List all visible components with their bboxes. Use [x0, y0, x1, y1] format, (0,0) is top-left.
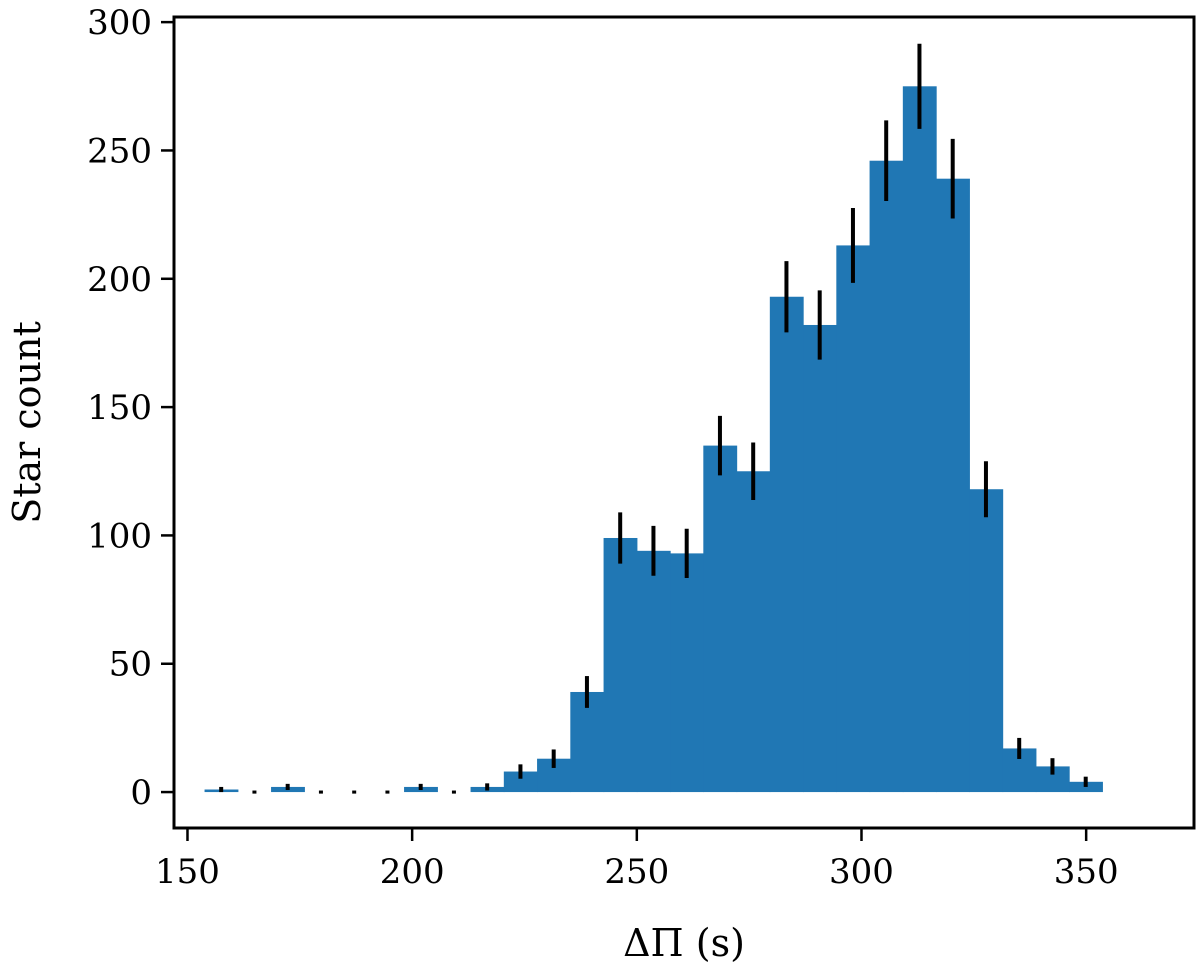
bar-14 [670, 553, 704, 793]
x-axis-ticks: 150 200 250 300 350 [155, 828, 1119, 892]
x-tick-label-250: 250 [604, 852, 669, 892]
bar-22 [936, 178, 970, 793]
bar-23 [969, 489, 1004, 793]
y-tick-label-200: 200 [87, 260, 152, 300]
x-tick-label-150: 150 [155, 852, 220, 892]
bar-20 [869, 160, 904, 793]
bar-12 [603, 537, 638, 793]
bar-16 [736, 471, 771, 793]
bar-19 [836, 245, 871, 793]
bar-17 [769, 296, 804, 793]
error-bars [219, 43, 1088, 794]
bar-13 [636, 550, 671, 793]
y-tick-label-50: 50 [109, 645, 152, 685]
y-axis-ticks: 0 50 100 150 200 250 300 [87, 3, 174, 813]
y-tick-label-100: 100 [87, 516, 152, 556]
y-tick-label-0: 0 [130, 773, 152, 813]
y-tick-label-150: 150 [87, 388, 152, 428]
x-tick-label-350: 350 [1054, 852, 1119, 892]
plot-frame [172, 15, 1196, 830]
x-axis-label: ΔΠ (s) [623, 921, 745, 965]
bar-9 [503, 771, 538, 793]
x-tick-label-200: 200 [380, 852, 445, 892]
y-tick-label-300: 300 [87, 3, 152, 43]
bar-21 [902, 86, 937, 793]
x-tick-label-300: 300 [829, 852, 894, 892]
bar-11 [570, 691, 605, 793]
y-axis-label: Star count [5, 321, 49, 524]
y-tick-label-250: 250 [87, 131, 152, 171]
histogram-bars [204, 86, 1103, 793]
bar-15 [703, 445, 738, 793]
bar-18 [803, 324, 837, 793]
